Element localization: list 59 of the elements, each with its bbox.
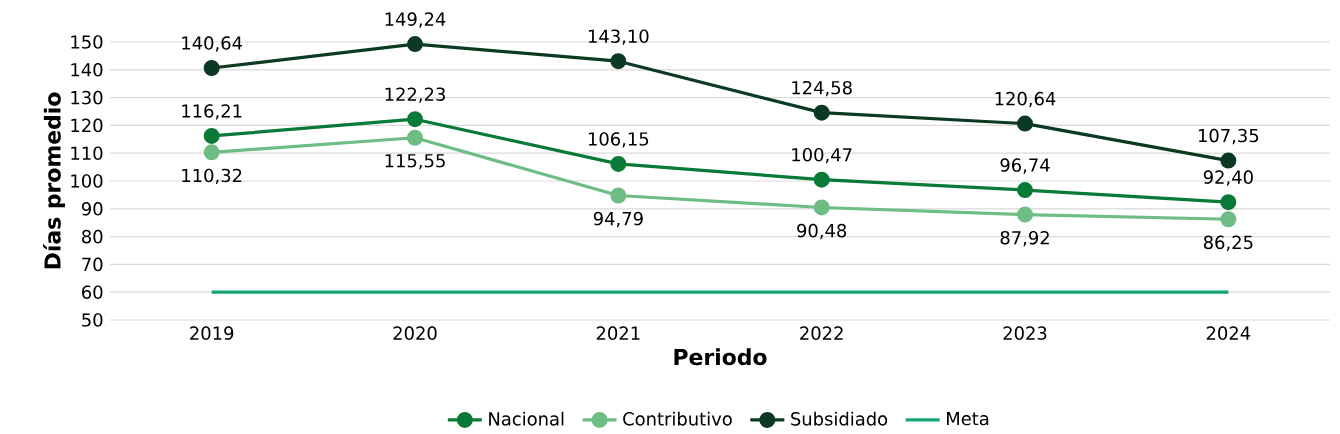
point bbox=[1017, 206, 1034, 223]
data-label: 94,79 bbox=[593, 211, 643, 228]
y-tick-label: 70 bbox=[82, 257, 103, 272]
x-tick-label: 2021 bbox=[596, 326, 640, 340]
point bbox=[1017, 115, 1034, 132]
legend-label: Nacional bbox=[489, 411, 564, 426]
data-label: 87,92 bbox=[1000, 230, 1049, 247]
x-tick-label: 2023 bbox=[1003, 326, 1047, 340]
point bbox=[1220, 152, 1237, 169]
point bbox=[813, 171, 830, 188]
data-label: 86,25 bbox=[1203, 235, 1253, 251]
data-label: 120,64 bbox=[995, 91, 1056, 108]
point bbox=[1220, 211, 1237, 228]
legend-label: Meta bbox=[947, 412, 989, 426]
y-tick-label: 150 bbox=[71, 35, 103, 49]
y-tick-label: 90 bbox=[81, 202, 103, 216]
x-axis-title: Periodo bbox=[674, 348, 767, 366]
x-tick-label: 2024 bbox=[1206, 326, 1251, 340]
data-label: 110,32 bbox=[182, 168, 242, 185]
data-label: 140,64 bbox=[182, 36, 243, 52]
data-label: 96,74 bbox=[1000, 158, 1050, 174]
data-label: 124,58 bbox=[792, 80, 852, 97]
x-tick-label: 2022 bbox=[800, 326, 843, 340]
point bbox=[610, 187, 627, 204]
x-tick-label: 2020 bbox=[393, 326, 437, 340]
legend-label: Subsidiado bbox=[791, 411, 888, 426]
point bbox=[813, 199, 830, 216]
data-label: 115,55 bbox=[385, 154, 445, 170]
point bbox=[203, 127, 220, 144]
legend-label: Contributivo bbox=[623, 411, 732, 426]
point bbox=[1220, 194, 1237, 211]
point bbox=[203, 60, 220, 77]
data-label: 122,23 bbox=[385, 87, 445, 103]
y-tick-label: 100 bbox=[71, 174, 103, 188]
point bbox=[407, 129, 424, 146]
point bbox=[1017, 182, 1034, 199]
data-label: 149,24 bbox=[385, 12, 446, 28]
data-label: 92,40 bbox=[1203, 170, 1253, 186]
y-axis-title: Días promedio bbox=[42, 92, 66, 269]
data-label: 143,10 bbox=[588, 29, 649, 45]
point bbox=[407, 111, 424, 128]
y-tick-label: 140 bbox=[71, 63, 103, 77]
data-label: 116,21 bbox=[182, 104, 242, 120]
point bbox=[813, 104, 830, 121]
point bbox=[203, 144, 220, 161]
data-label: 90,48 bbox=[797, 223, 847, 240]
y-tick-label: 110 bbox=[71, 146, 103, 160]
y-tick-label: 60 bbox=[82, 285, 103, 299]
x-tick-label: 2019 bbox=[190, 326, 234, 340]
data-label: 106,15 bbox=[588, 132, 649, 148]
y-tick-label: 50 bbox=[82, 313, 103, 327]
point bbox=[610, 53, 627, 70]
y-tick-label: 80 bbox=[82, 229, 103, 244]
y-tick-label: 130 bbox=[71, 90, 103, 105]
point bbox=[610, 155, 627, 172]
data-label: 100,47 bbox=[792, 147, 852, 164]
data-label: 107,35 bbox=[1198, 128, 1259, 145]
point bbox=[407, 36, 424, 53]
y-tick-label: 120 bbox=[71, 118, 103, 133]
